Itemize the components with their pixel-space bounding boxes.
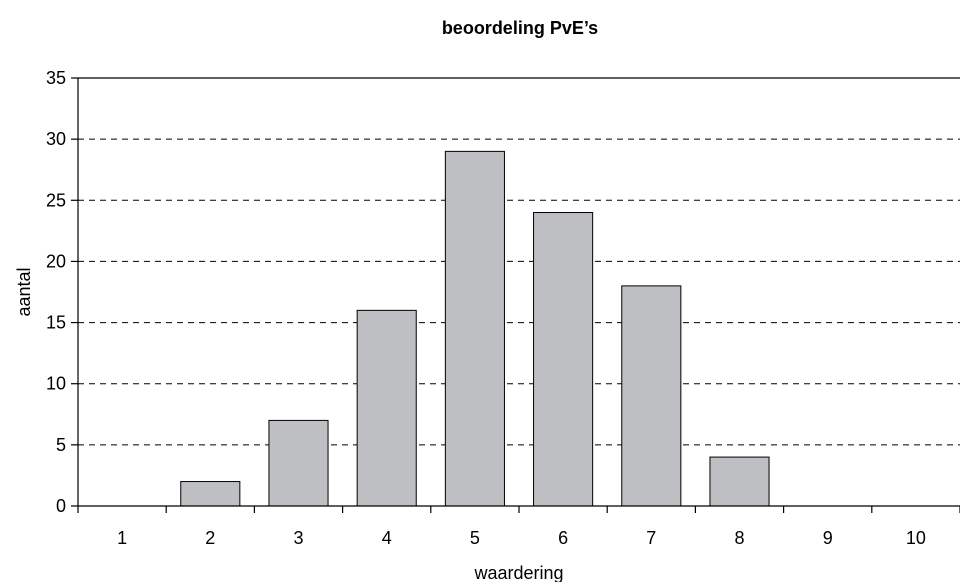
bar-8 (709, 456, 770, 507)
y-tick-label-15: 15 (46, 313, 66, 333)
x-tick-label-2: 2 (205, 528, 215, 548)
bar-2 (180, 481, 241, 507)
y-tick-label-35: 35 (46, 68, 66, 88)
bar-5 (444, 150, 505, 507)
axes (71, 77, 960, 513)
y-tick-label-25: 25 (46, 190, 66, 210)
y-tick-label-0: 0 (56, 496, 66, 516)
bar-6 (533, 212, 594, 507)
x-tick-labels: 1 2 3 4 5 6 7 8 9 10 (117, 528, 926, 548)
bar-7 (621, 285, 682, 507)
y-tick-label-10: 10 (46, 374, 66, 394)
y-tick-label-20: 20 (46, 251, 66, 271)
y-axis-title: aantal (14, 267, 34, 316)
gridlines (78, 138, 960, 446)
x-tick-label-1: 1 (117, 528, 127, 548)
y-tick-label-5: 5 (56, 435, 66, 455)
bars (180, 150, 770, 507)
x-tick-label-10: 10 (906, 528, 926, 548)
x-tick-label-4: 4 (382, 528, 392, 548)
chart-title: beoordeling PvE’s (442, 18, 598, 38)
x-axis-title: waardering (473, 563, 563, 582)
x-tick-label-5: 5 (470, 528, 480, 548)
bar-4 (356, 309, 417, 507)
y-tick-labels: 0 5 10 15 20 25 30 35 (46, 68, 66, 516)
x-tick-label-6: 6 (558, 528, 568, 548)
x-tick-label-9: 9 (823, 528, 833, 548)
x-tick-label-8: 8 (734, 528, 744, 548)
x-tick-label-7: 7 (646, 528, 656, 548)
y-tick-label-30: 30 (46, 129, 66, 149)
x-tick-label-3: 3 (293, 528, 303, 548)
bar-3 (268, 419, 329, 507)
